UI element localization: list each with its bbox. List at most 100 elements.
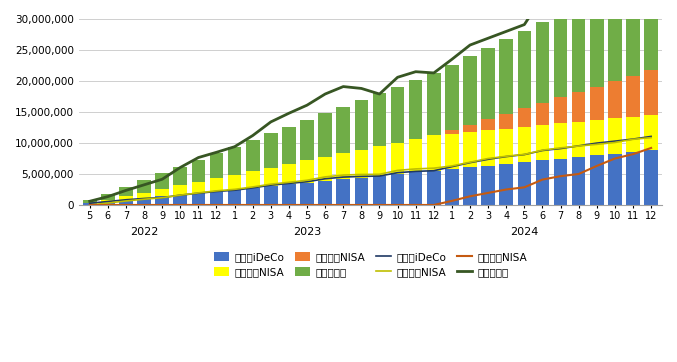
Bar <box>282 164 296 185</box>
Bar <box>463 56 477 125</box>
Bar <box>590 120 604 155</box>
Bar <box>373 93 387 146</box>
Bar <box>590 0 604 87</box>
Bar <box>246 140 259 171</box>
Bar <box>608 81 621 118</box>
Bar <box>391 87 404 143</box>
Bar <box>500 39 513 114</box>
Bar <box>192 160 205 182</box>
Bar <box>301 183 314 205</box>
Bar <box>536 22 549 103</box>
Bar <box>210 153 223 178</box>
Bar <box>264 186 278 205</box>
Bar <box>645 150 658 205</box>
Bar <box>83 200 97 203</box>
Bar <box>518 31 531 108</box>
Bar <box>228 147 242 175</box>
Bar <box>336 179 350 205</box>
Bar <box>427 135 441 171</box>
Bar <box>500 114 513 129</box>
Bar <box>645 115 658 150</box>
Bar <box>173 195 187 205</box>
Bar <box>264 134 278 168</box>
Bar <box>101 202 114 205</box>
Bar <box>626 117 640 152</box>
Bar <box>282 127 296 164</box>
Bar <box>137 198 151 205</box>
Bar <box>301 120 314 160</box>
Bar <box>409 139 422 172</box>
Bar <box>210 191 223 205</box>
Bar <box>156 173 169 189</box>
Bar <box>554 159 567 205</box>
Bar <box>518 127 531 162</box>
Bar <box>481 48 495 119</box>
Bar <box>554 14 567 97</box>
Bar <box>318 181 332 205</box>
Bar <box>608 118 621 153</box>
Bar <box>173 185 187 195</box>
Bar <box>137 193 151 198</box>
Bar <box>590 155 604 205</box>
Bar <box>445 169 459 205</box>
Bar <box>481 166 495 205</box>
Bar <box>373 176 387 205</box>
Bar <box>554 97 567 123</box>
Bar <box>590 87 604 120</box>
Bar <box>463 132 477 167</box>
Bar <box>500 164 513 205</box>
Bar <box>373 146 387 176</box>
Bar <box>445 65 459 130</box>
Bar <box>572 5 586 92</box>
Bar <box>336 153 350 179</box>
Bar <box>156 189 169 197</box>
Bar <box>536 103 549 125</box>
Bar <box>645 0 658 70</box>
Bar <box>445 134 459 169</box>
Bar <box>192 182 205 193</box>
Text: 2023: 2023 <box>293 227 321 237</box>
Bar <box>463 125 477 132</box>
Bar <box>173 167 187 185</box>
Bar <box>137 180 151 193</box>
Bar <box>355 150 368 178</box>
Bar <box>355 178 368 205</box>
Bar <box>101 200 114 202</box>
Bar <box>101 194 114 200</box>
Bar <box>336 107 350 153</box>
Bar <box>572 157 586 205</box>
Bar <box>445 130 459 134</box>
Bar <box>119 196 133 200</box>
Bar <box>518 108 531 127</box>
Bar <box>192 193 205 205</box>
Bar <box>500 129 513 164</box>
Bar <box>626 0 640 76</box>
Text: 2024: 2024 <box>510 227 538 237</box>
Bar <box>518 162 531 205</box>
Bar <box>391 174 404 205</box>
Legend: 投賄顊iDeCo, 投賄顊旧NISA, 投賄顊新NISA, 投賄顊特定, 評価顊iDeCo, 評価顊旧NISA, 評価顊新NISA, 評価顊特定: 投賄顊iDeCo, 投賄顊旧NISA, 投賄顊新NISA, 投賄顊特定, 評価顊… <box>209 247 531 281</box>
Bar <box>156 197 169 205</box>
Bar <box>264 168 278 186</box>
Bar <box>282 185 296 205</box>
Bar <box>355 100 368 150</box>
Bar <box>301 160 314 183</box>
Bar <box>427 171 441 205</box>
Bar <box>536 160 549 205</box>
Bar <box>409 80 422 139</box>
Bar <box>119 187 133 196</box>
Bar <box>246 188 259 205</box>
Bar <box>608 153 621 205</box>
Bar <box>536 125 549 160</box>
Bar <box>228 190 242 205</box>
Bar <box>463 167 477 205</box>
Bar <box>554 123 567 159</box>
Bar <box>210 178 223 191</box>
Bar <box>409 172 422 205</box>
Bar <box>246 171 259 188</box>
Bar <box>318 113 332 157</box>
Bar <box>481 119 495 130</box>
Bar <box>228 175 242 190</box>
Bar <box>427 73 441 135</box>
Bar <box>608 0 621 81</box>
